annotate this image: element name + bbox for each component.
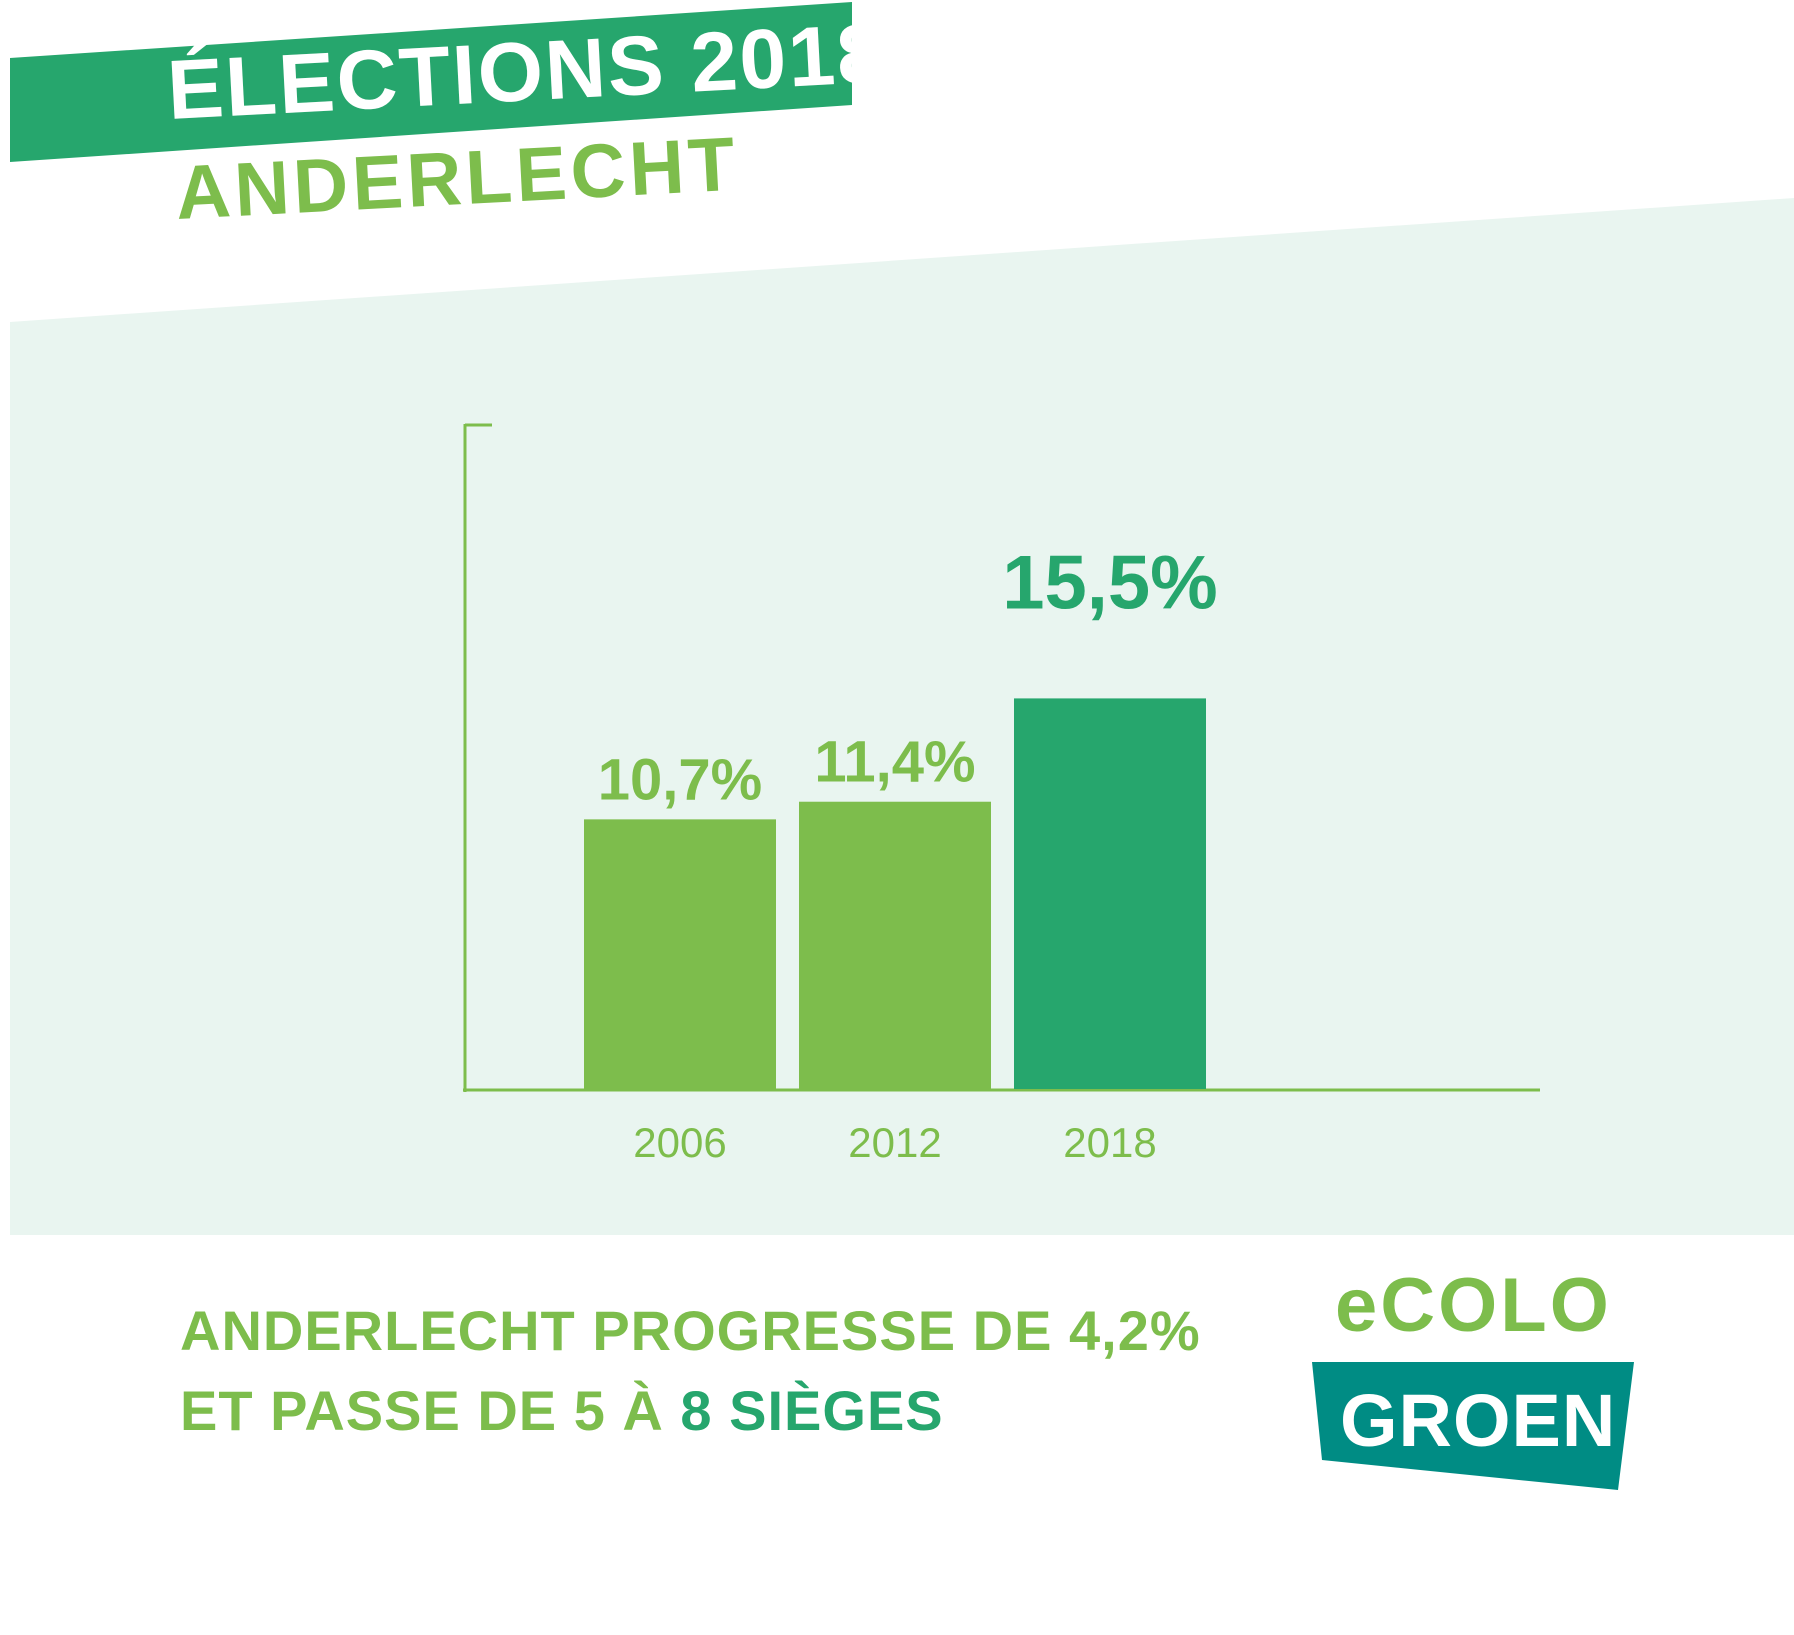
x-tick-label-2018: 2018 [1063, 1119, 1156, 1166]
data-label-2006: 10,7% [598, 747, 762, 812]
bar-2012 [799, 801, 991, 1089]
footer-line-2: ET PASSE DE 5 À 8 SIÈGES [180, 1378, 944, 1443]
footer-line-2-highlight: 8 SIÈGES [680, 1379, 944, 1442]
x-tick-label-2006: 2006 [633, 1119, 726, 1166]
ecolo-logo: eCOLO [1335, 1263, 1612, 1348]
bars-group: 10,7% 2006 11,4% 2012 15,5% 2018 [584, 540, 1218, 1166]
footer-line-1: ANDERLECHT PROGRESSE DE 4,2% [180, 1299, 1201, 1362]
bar-2006 [584, 819, 776, 1089]
data-label-2012: 11,4% [814, 730, 975, 795]
groen-logo-box [1312, 1362, 1634, 1490]
bar-2018 [1014, 698, 1206, 1089]
data-label-2018: 15,5% [1002, 540, 1218, 625]
title-banner [10, 2, 852, 162]
chart-panel [10, 198, 1794, 1235]
x-tick-label-2012: 2012 [848, 1119, 941, 1166]
footer-line-2-prefix: ET PASSE DE 5 À [180, 1379, 681, 1442]
groen-logo: GROEN [1340, 1379, 1617, 1462]
